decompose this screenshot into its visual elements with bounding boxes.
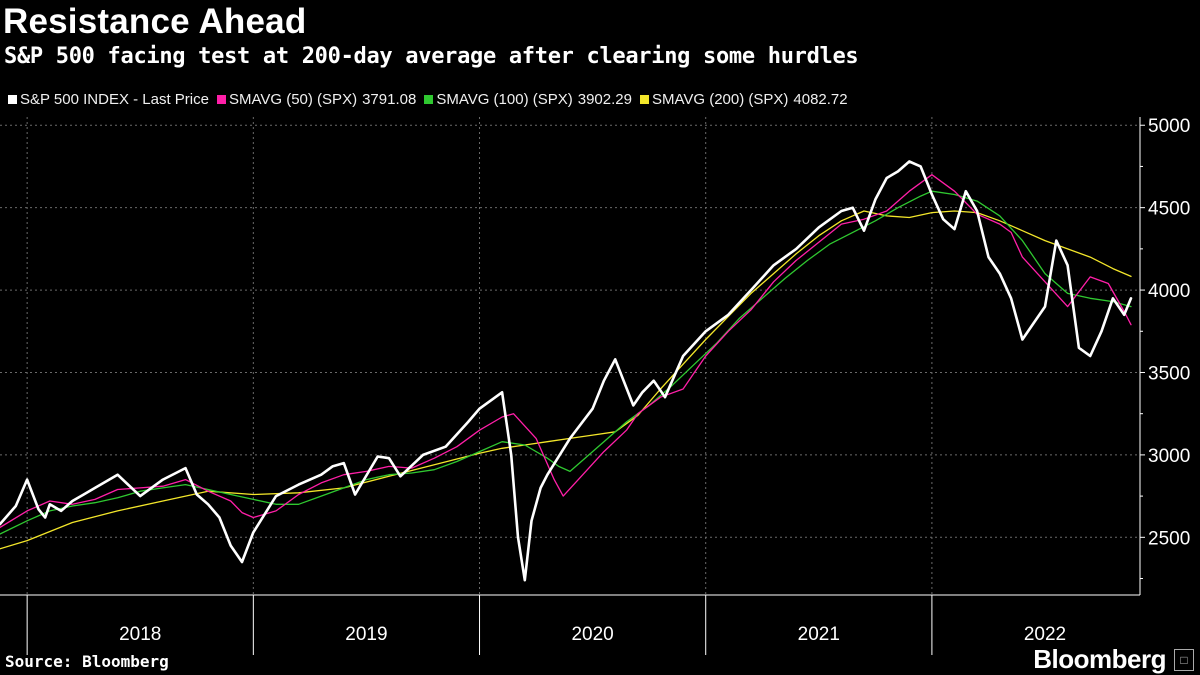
- series-line-sma200: [0, 210, 1132, 550]
- legend-swatch-spx: [8, 95, 17, 104]
- xtick-label-2018: 2018: [119, 624, 161, 645]
- source-note: Source: Bloomberg: [5, 652, 169, 671]
- legend-item-sma200: SMAVG (200) (SPX) 4082.72: [639, 91, 848, 108]
- xtick-label-2021: 2021: [798, 624, 840, 645]
- legend-label-sma200: SMAVG (200) (SPX): [651, 91, 789, 108]
- bloomberg-mark-icon: □: [1174, 649, 1194, 671]
- legend-swatch-sma100: [424, 95, 434, 104]
- legend: S&P 500 INDEX - Last Price SMAVG (50) (S…: [8, 91, 856, 108]
- legend-item-sma50: SMAVG (50) (SPX) 3791.08: [216, 91, 417, 108]
- legend-label-sma50: SMAVG (50) (SPX): [228, 91, 358, 108]
- legend-item-sma100: SMAVG (100) (SPX) 3902.29: [424, 91, 632, 108]
- chart-subtitle: S&P 500 facing test at 200-day average a…: [4, 44, 859, 69]
- xtick-label-2020: 2020: [571, 624, 613, 645]
- ytick-label-5000: 5000: [1148, 116, 1190, 137]
- ytick-label-3000: 3000: [1148, 446, 1190, 467]
- xtick-label-2019: 2019: [345, 624, 387, 645]
- legend-item-spx: S&P 500 INDEX - Last Price: [8, 91, 209, 108]
- legend-value-sma100: 3902.29: [577, 91, 632, 108]
- legend-value-sma50: 3791.08: [362, 91, 417, 108]
- series-line-sma50: [0, 174, 1132, 529]
- legend-label-spx: S&P 500 INDEX - Last Price: [20, 91, 209, 108]
- legend-value-sma200: 4082.72: [793, 91, 848, 108]
- brand-logo: Bloomberg: [1033, 644, 1166, 674]
- ytick-label-3500: 3500: [1148, 363, 1190, 384]
- legend-label-sma100: SMAVG (100) (SPX): [436, 91, 573, 108]
- ytick-label-2500: 2500: [1148, 528, 1190, 549]
- chart-title: Resistance Ahead: [3, 2, 307, 41]
- legend-swatch-sma200: [639, 95, 649, 104]
- series-line-spx: [0, 160, 1133, 582]
- ytick-label-4500: 4500: [1148, 199, 1190, 220]
- xtick-label-2022: 2022: [1024, 624, 1066, 645]
- legend-swatch-sma50: [216, 95, 226, 104]
- series-line-sma100: [0, 190, 1132, 535]
- ytick-label-4000: 4000: [1148, 281, 1190, 302]
